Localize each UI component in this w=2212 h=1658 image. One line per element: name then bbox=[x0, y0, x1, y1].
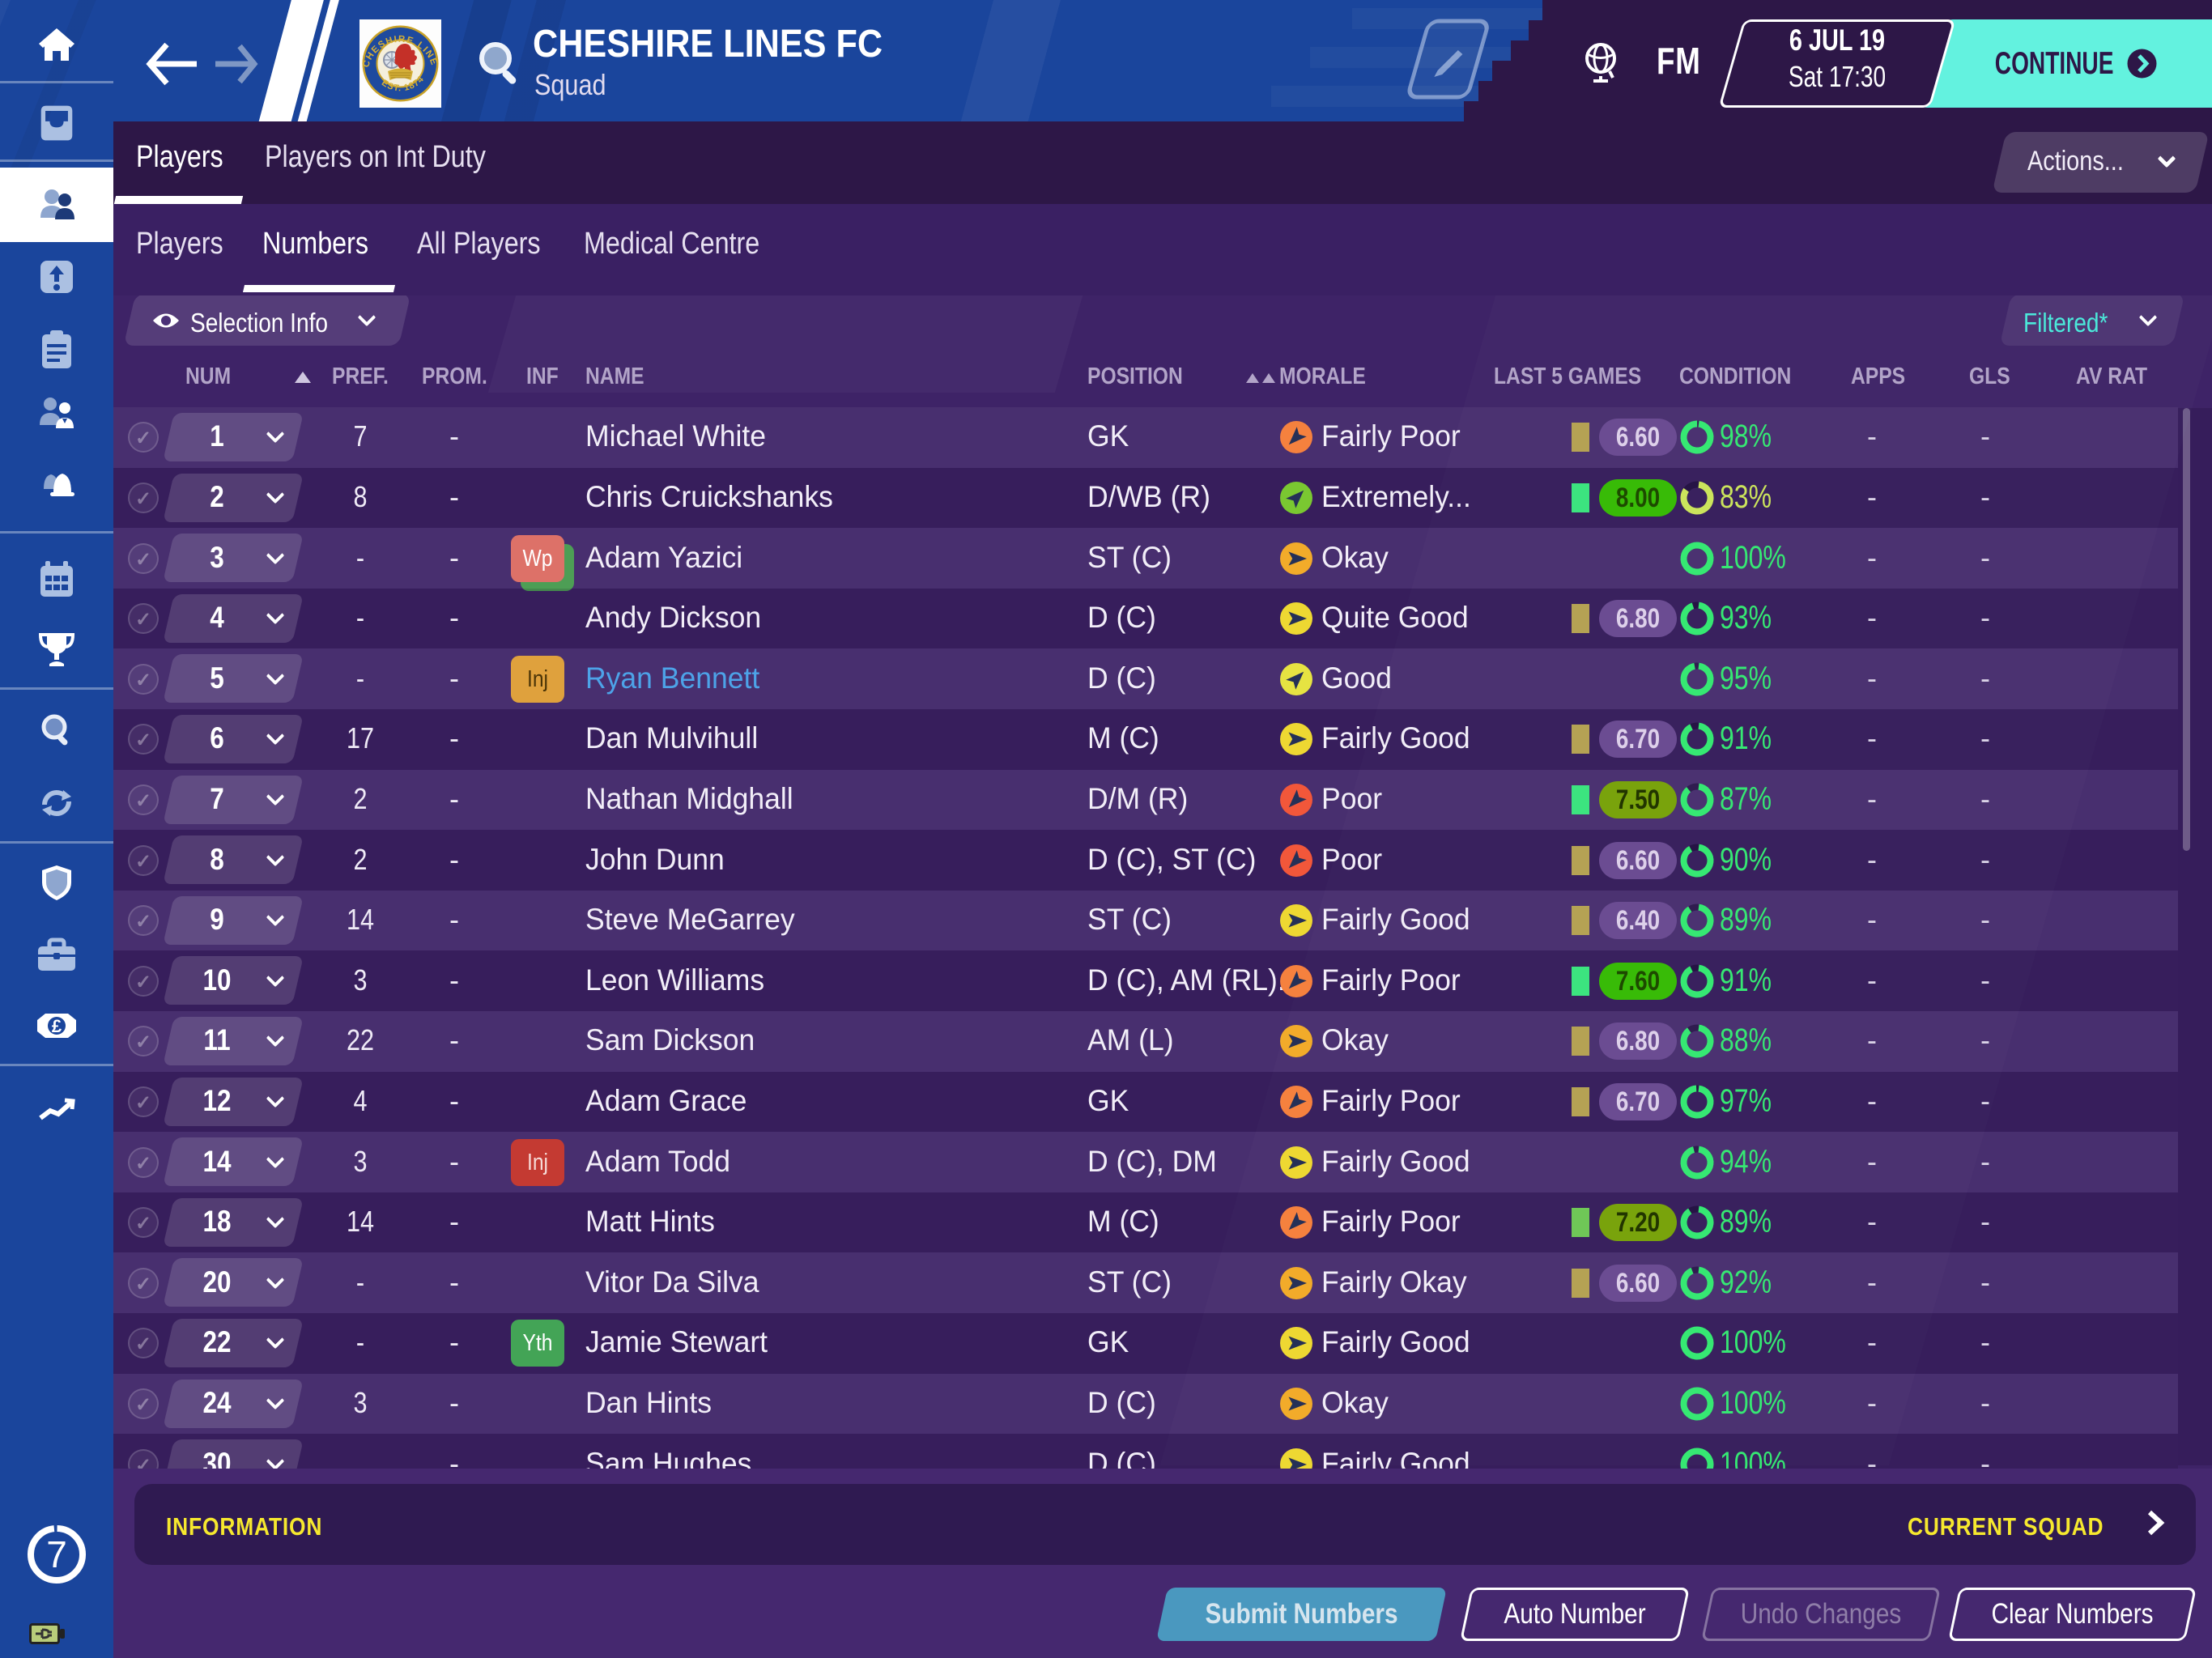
svg-text:7: 7 bbox=[46, 1533, 67, 1575]
svg-text:£: £ bbox=[52, 1016, 62, 1036]
